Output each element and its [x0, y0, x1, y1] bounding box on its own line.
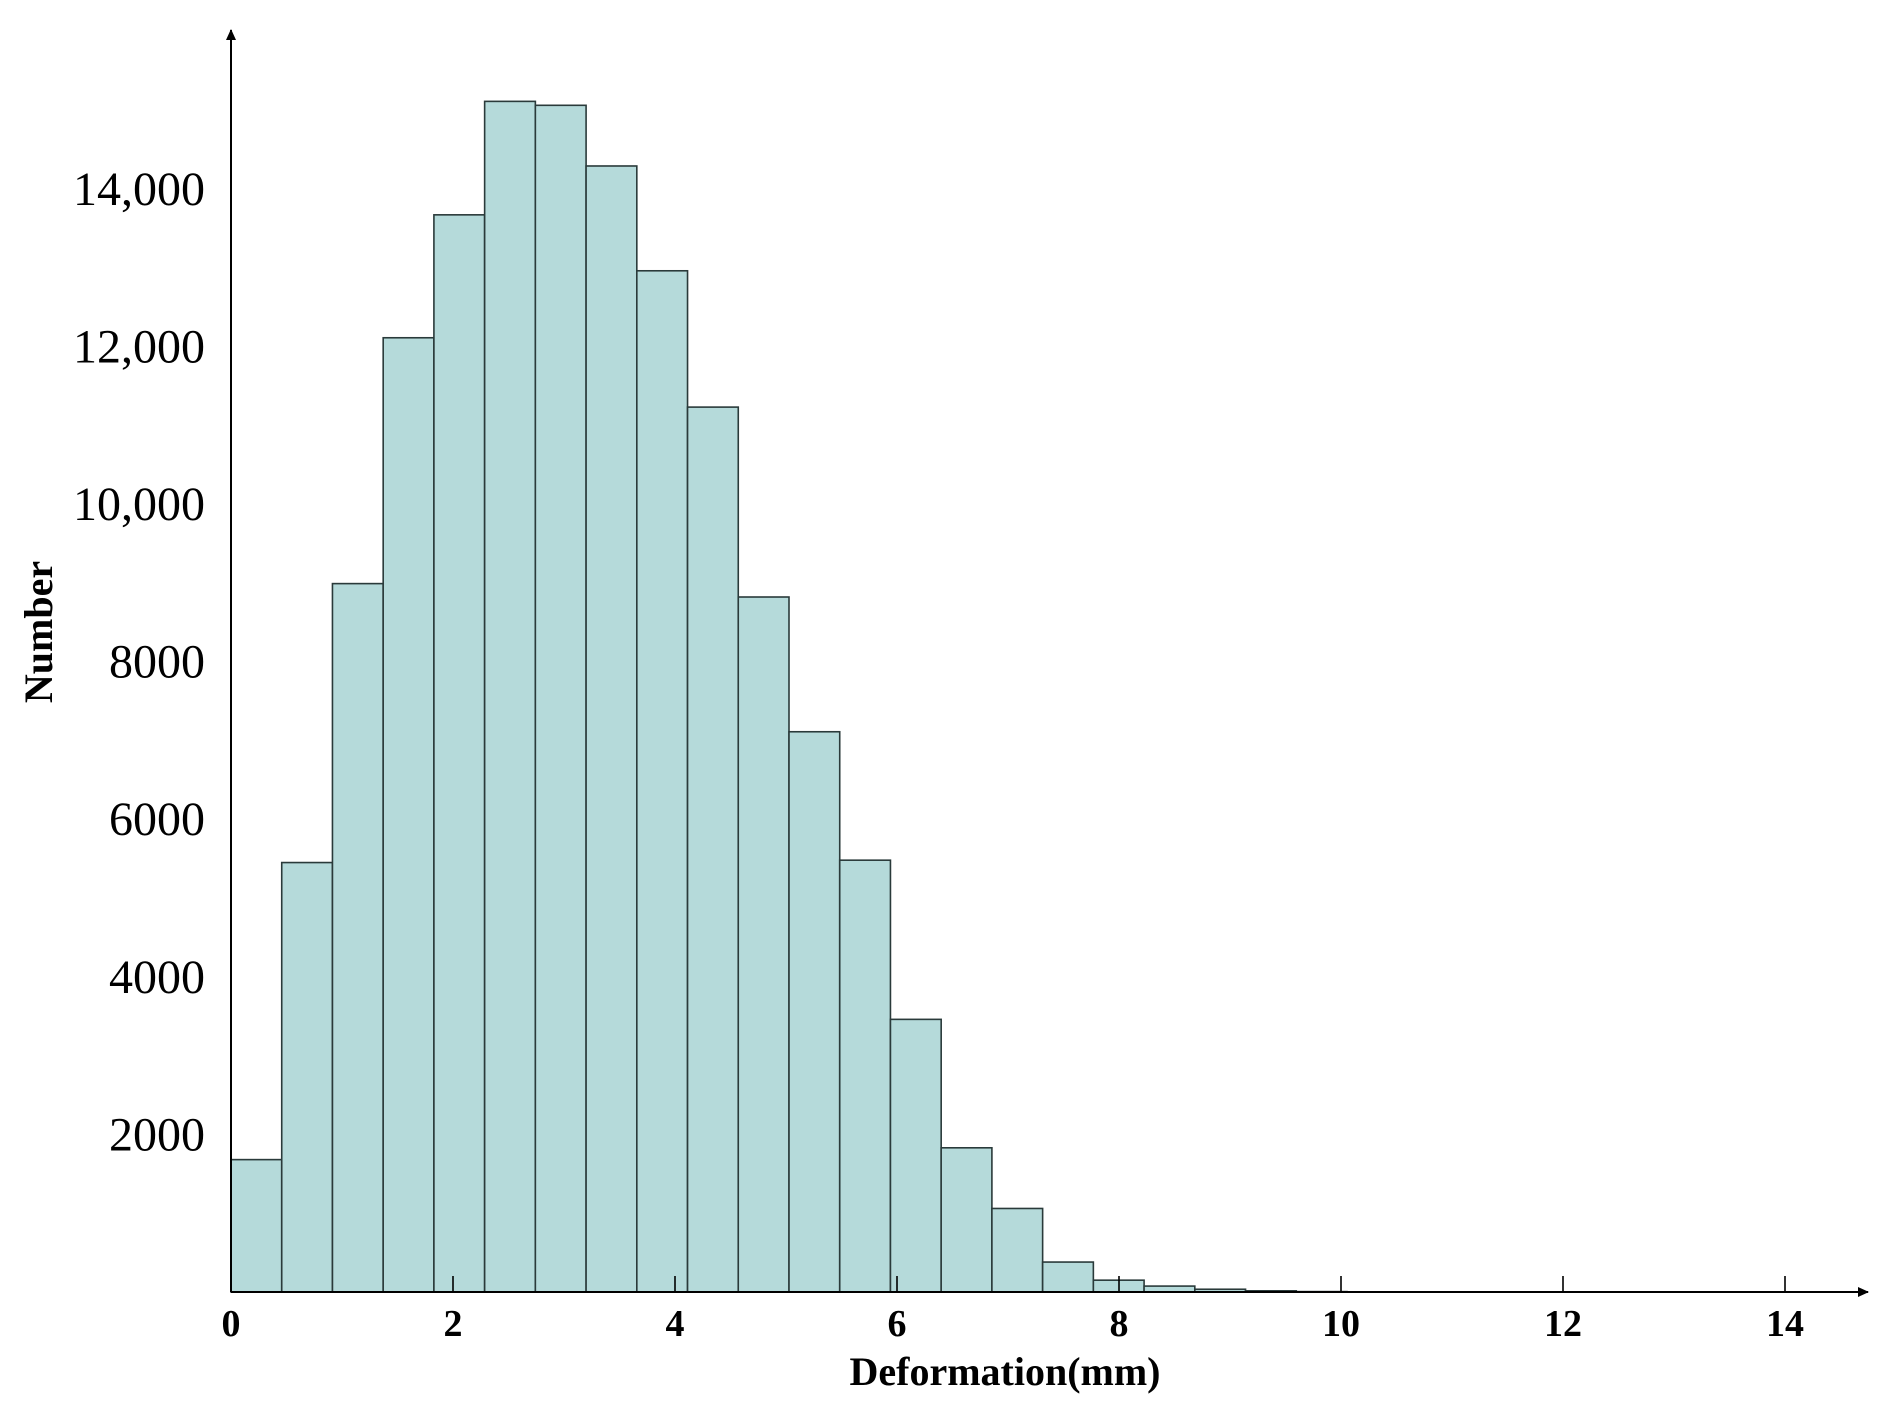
histogram-bar — [788, 730, 841, 1293]
x-tick-label: 14 — [1766, 1303, 1804, 1345]
x-tick-label: 4 — [666, 1303, 685, 1345]
x-ticks-group: 0 2 4 6 8 10 12 14 — [222, 1276, 1804, 1345]
histogram-bar — [331, 582, 384, 1293]
histogram-bar — [737, 596, 790, 1293]
y-axis-title: Number — [16, 561, 61, 703]
y-ticks-group: 2000 4000 6000 8000 10,000 12,000 14,000 — [73, 163, 205, 1162]
histogram-bar — [585, 165, 638, 1293]
y-tick-label: 4000 — [109, 951, 205, 1004]
bars-group — [230, 100, 1348, 1293]
y-tick-label: 8000 — [109, 636, 205, 689]
histogram-bar — [382, 336, 435, 1293]
x-tick-label: 0 — [222, 1303, 241, 1345]
histogram-bar — [280, 861, 334, 1293]
x-tick-label: 2 — [444, 1303, 463, 1345]
histogram-bar — [433, 214, 486, 1293]
histogram-bar — [230, 1158, 283, 1293]
histogram-bar — [636, 269, 689, 1293]
histogram-bar — [838, 859, 892, 1293]
y-tick-label: 10,000 — [73, 478, 205, 531]
histogram-bar — [889, 1018, 942, 1293]
histogram-bar — [1041, 1261, 1095, 1293]
x-tick-label: 6 — [888, 1303, 907, 1345]
x-tick-label: 10 — [1322, 1303, 1360, 1345]
histogram-bar — [483, 100, 537, 1293]
y-tick-label: 12,000 — [73, 320, 205, 373]
x-axis-title: Deformation(mm) — [850, 1349, 1161, 1394]
histogram-bar — [686, 406, 740, 1293]
x-tick-label: 8 — [1110, 1303, 1129, 1345]
histogram-bar — [940, 1147, 993, 1293]
histogram-bar — [534, 104, 587, 1293]
y-tick-label: 2000 — [109, 1108, 205, 1161]
histogram-bar — [991, 1207, 1044, 1293]
x-tick-label: 12 — [1544, 1303, 1582, 1345]
y-tick-label: 6000 — [109, 793, 205, 846]
y-tick-label: 14,000 — [73, 163, 205, 216]
